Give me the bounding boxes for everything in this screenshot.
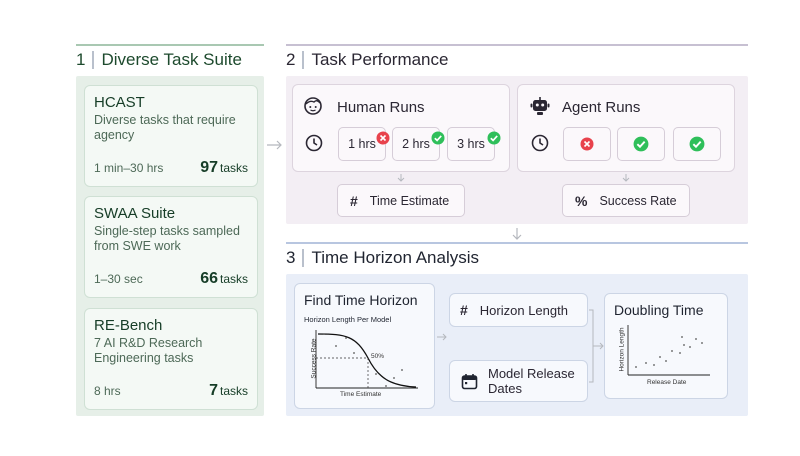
clock-icon	[531, 134, 549, 152]
task-card-hcast: HCAST Diverse tasks that require agency …	[84, 85, 258, 187]
success-rate-pill: % Success Rate	[562, 184, 690, 217]
section1-title: Diverse Task Suite	[101, 50, 242, 69]
success-rate-label: Success Rate	[599, 193, 677, 208]
fail-icon	[376, 131, 390, 145]
section2-number: 2	[286, 51, 305, 69]
marker-label: 50%	[371, 353, 385, 360]
task-card-desc: Single-step tasks sampled from SWE work	[94, 224, 240, 253]
doubling-time-title: Doubling Time	[614, 302, 704, 318]
y-axis-label: Success Rate	[310, 338, 318, 379]
section3-header: 3 Time Horizon Analysis	[286, 248, 479, 268]
find-time-horizon-subtitle: Horizon Length Per Model	[304, 315, 392, 324]
task-card-duration: 1–30 sec	[94, 272, 143, 286]
agent-runs-title: Agent Runs	[562, 99, 641, 116]
x-axis-label: Time Estimate	[340, 391, 382, 398]
face-icon	[304, 97, 322, 115]
scatter-chart	[627, 325, 710, 376]
horizon-length-pill: # Horizon Length	[449, 293, 588, 327]
task-card-count: 97 tasks	[200, 159, 248, 176]
success-icon	[633, 136, 649, 152]
section3-number: 3	[286, 249, 305, 267]
hash-icon: #	[460, 302, 468, 318]
arrow-right-icon	[437, 333, 447, 341]
task-card-title: SWAA Suite	[94, 205, 176, 222]
section1-rule	[76, 44, 264, 46]
agent-run-box	[617, 127, 665, 161]
calendar-icon	[461, 373, 478, 389]
agent-run-box	[563, 127, 611, 161]
section2-header: 2 Task Performance	[286, 50, 448, 70]
arrow-down-icon	[397, 174, 405, 182]
success-icon	[431, 131, 445, 145]
task-card-swaa: SWAA Suite Single-step tasks sampled fro…	[84, 196, 258, 298]
section2-title: Task Performance	[311, 50, 449, 69]
section3-rule	[286, 242, 748, 244]
task-card-desc: Diverse tasks that require agency	[94, 113, 236, 142]
hash-icon: #	[350, 192, 358, 209]
clock-icon	[305, 134, 323, 152]
time-estimate-label: Time Estimate	[369, 193, 450, 208]
success-icon	[487, 131, 501, 145]
model-release-dates-pill: Model Release Dates	[449, 360, 588, 402]
human-run-box: 2 hrs	[392, 127, 440, 161]
doubling-x-axis-label: Release Date	[647, 379, 687, 386]
section2-rule	[286, 44, 748, 46]
time-estimate-pill: # Time Estimate	[337, 184, 465, 217]
percent-icon: %	[575, 192, 588, 209]
task-card-count: 7 tasks	[209, 382, 248, 399]
success-icon	[689, 136, 705, 152]
robot-icon	[530, 97, 550, 115]
section3-title: Time Horizon Analysis	[311, 248, 480, 267]
arrow-down-icon	[622, 174, 630, 182]
arrow-right-icon	[267, 140, 282, 150]
task-card-count: 66 tasks	[200, 270, 248, 287]
task-card-desc: 7 AI R&D Research Engineering tasks	[94, 336, 203, 365]
find-time-horizon-title: Find Time Horizon	[304, 292, 418, 308]
sigmoid-chart	[315, 330, 418, 389]
fail-icon	[580, 137, 594, 151]
section1-header: 1 Diverse Task Suite	[76, 50, 242, 70]
model-release-dates-label: Model Release Dates	[488, 366, 575, 396]
task-card-duration: 8 hrs	[94, 384, 121, 398]
task-card-duration: 1 min–30 hrs	[94, 161, 164, 175]
task-card-title: RE-Bench	[94, 317, 163, 334]
doubling-time-card	[604, 293, 728, 399]
horizon-length-label: Horizon Length	[479, 302, 568, 318]
human-run-box: 1 hrs	[338, 127, 386, 161]
bracket-connector	[589, 309, 604, 383]
arrow-down-icon	[512, 228, 522, 240]
task-card-rebench: RE-Bench 7 AI R&D Research Engineering t…	[84, 308, 258, 410]
task-card-title: HCAST	[94, 94, 145, 111]
agent-run-box	[673, 127, 721, 161]
doubling-y-axis-label: Horizon Length	[618, 327, 626, 372]
human-runs-title: Human Runs	[337, 99, 425, 116]
human-run-box: 3 hrs	[447, 127, 495, 161]
section1-number: 1	[76, 51, 95, 69]
